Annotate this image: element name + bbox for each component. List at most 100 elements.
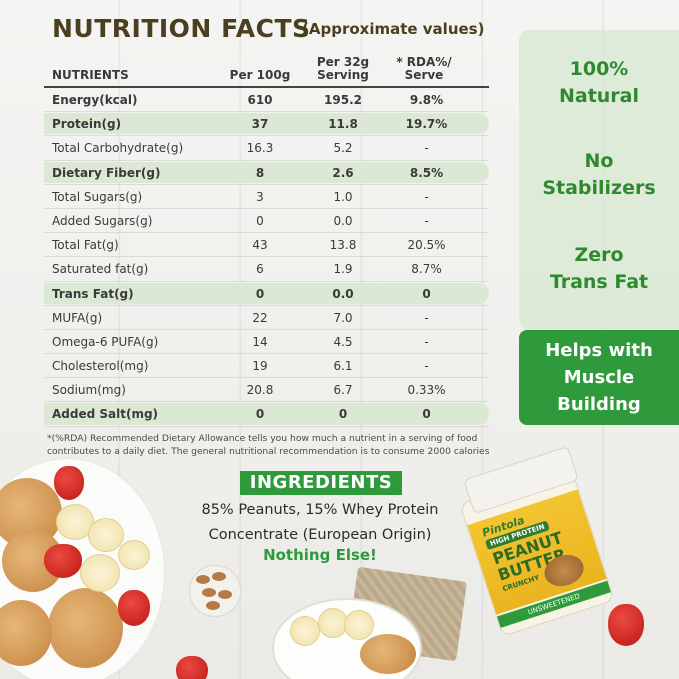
- banana-slice: [88, 518, 124, 552]
- column-header-nutrients: NUTRIENTS: [52, 68, 129, 82]
- per-100g-value: 16.3: [246, 141, 274, 156]
- column-header-per32g: Per 32g Serving: [303, 56, 383, 82]
- badge-natural-line1: 100%: [569, 58, 629, 80]
- nutrient-name: Energy(kcal): [52, 93, 138, 107]
- table-header: NUTRIENTS Per 100g Per 32g Serving * RDA…: [44, 52, 489, 88]
- rda-value: 8.5%: [409, 165, 444, 180]
- ingredients-text: 85% Peanuts, 15% Whey Protein Concentrat…: [160, 498, 480, 548]
- nutrient-name: Omega-6 PUFA(g): [52, 334, 159, 349]
- table-row: Trans Fat(g) 0 0.0 0: [44, 282, 489, 306]
- per-serving-value: 13.8: [329, 238, 357, 253]
- per-100g-value: 0: [255, 407, 265, 422]
- nutrient-name: Added Sugars(g): [52, 213, 153, 228]
- per-100g-value: 14: [252, 334, 268, 349]
- per-serving-value: 1.9: [333, 262, 353, 277]
- table-row: Saturated fat(g) 6 1.9 8.7%: [44, 257, 489, 282]
- badge-natural: 100% Natural: [519, 56, 679, 110]
- nutrient-name: Total Sugars(g): [52, 189, 143, 204]
- almond: [218, 590, 232, 599]
- column-header-per32g-line2: Serving: [317, 68, 369, 82]
- badge-muscle-line3: Building: [557, 394, 641, 415]
- strawberry: [608, 604, 644, 646]
- per-100g-value: 37: [251, 117, 269, 132]
- badge-transfat-line1: Zero: [574, 244, 624, 266]
- table-row: Cholesterol(mg) 19 6.1 -: [44, 354, 489, 379]
- per-serving-value: 0: [338, 407, 348, 422]
- per-serving-value: 195.2: [324, 93, 362, 107]
- per-serving-value: 4.5: [333, 334, 353, 349]
- per-100g-value: 0: [256, 213, 264, 228]
- page-title: NUTRITION FACTS: [52, 14, 311, 43]
- per-serving-value: 7.0: [333, 310, 353, 325]
- peanut-butter-jar: Pintola HIGH PROTEIN PEANUT BUTTER CRUNC…: [459, 445, 634, 637]
- nutrient-name: Sodium(mg): [52, 383, 126, 398]
- rda-value: 8.7%: [411, 262, 442, 277]
- rda-value: 0.33%: [407, 383, 446, 398]
- rda-value: -: [424, 141, 429, 156]
- nutrient-name: MUFA(g): [52, 310, 103, 325]
- badge-stabilizers-line2: Stabilizers: [542, 177, 656, 199]
- pancake: [0, 600, 52, 666]
- column-header-per100g: Per 100g: [229, 68, 291, 82]
- rda-value: -: [424, 359, 429, 374]
- per-serving-value: 6.1: [333, 359, 353, 374]
- nutrient-name: Cholesterol(mg): [52, 359, 149, 374]
- per-serving-value: 1.0: [333, 189, 353, 204]
- per-serving-value: 11.8: [328, 117, 358, 132]
- banana-slice: [56, 504, 94, 540]
- per-100g-value: 8: [255, 165, 265, 180]
- table-row: Total Fat(g) 43 13.8 20.5%: [44, 233, 489, 258]
- rda-value: 19.7%: [405, 117, 448, 132]
- badge-muscle-line2: Muscle: [563, 367, 635, 388]
- ingredients-line1: 85% Peanuts, 15% Whey Protein: [201, 502, 439, 518]
- strawberry: [118, 590, 150, 626]
- per-serving-value: 0.0: [333, 213, 353, 228]
- banana-slice: [344, 610, 374, 640]
- page-subtitle: (Approximate values): [302, 20, 485, 38]
- strawberry: [176, 656, 208, 679]
- per-100g-value: 20.8: [246, 383, 274, 398]
- rda-value: -: [424, 213, 429, 228]
- per-100g-value: 19: [252, 359, 268, 374]
- column-header-per32g-line1: Per 32g: [316, 55, 370, 69]
- nutrient-name: Total Carbohydrate(g): [52, 141, 184, 156]
- almond: [212, 572, 226, 581]
- footnote-line2: contributes to a daily diet. The general…: [47, 446, 490, 470]
- per-100g-value: 6: [256, 262, 264, 277]
- nutrient-name: Dietary Fiber(g): [52, 165, 161, 180]
- badge-zero-trans-fat: Zero Trans Fat: [519, 242, 679, 296]
- per-serving-value: 2.6: [332, 165, 354, 180]
- table-row: Total Carbohydrate(g) 16.3 5.2 -: [44, 136, 489, 161]
- nutrition-table: NUTRIENTS Per 100g Per 32g Serving * RDA…: [44, 52, 489, 427]
- per-100g-value: 3: [256, 189, 264, 204]
- rda-value: 0: [422, 407, 431, 422]
- banana-slice: [290, 616, 320, 646]
- table-row: Total Sugars(g) 3 1.0 -: [44, 185, 489, 209]
- table-row: MUFA(g) 22 7.0 -: [44, 306, 489, 330]
- table-row: Added Sugars(g) 0 0.0 -: [44, 209, 489, 234]
- strawberry: [54, 466, 84, 500]
- ingredients-title: INGREDIENTS: [240, 471, 402, 495]
- table-row: Sodium(mg) 20.8 6.7 0.33%: [44, 378, 489, 403]
- almond: [196, 575, 210, 584]
- badge-transfat-line2: Trans Fat: [549, 271, 649, 293]
- rda-value: -: [424, 310, 429, 325]
- nutrient-name: Total Fat(g): [52, 238, 119, 253]
- ingredients-tagline: Nothing Else!: [263, 546, 377, 564]
- badge-panel: [519, 30, 679, 330]
- rda-value: 9.8%: [409, 93, 444, 107]
- per-100g-value: 22: [252, 310, 268, 325]
- ingredients-line2: Concentrate (European Origin): [208, 527, 432, 543]
- badge-muscle-building: Helps with Muscle Building: [519, 330, 679, 425]
- badge-natural-line2: Natural: [558, 85, 640, 107]
- badge-muscle-line1: Helps with: [545, 340, 653, 361]
- rda-value: -: [424, 189, 429, 204]
- rda-value: 20.5%: [407, 238, 446, 253]
- banana-slice: [80, 554, 120, 592]
- nutrient-name: Trans Fat(g): [52, 286, 134, 301]
- badge-no-stabilizers: No Stabilizers: [519, 148, 679, 202]
- almond: [202, 588, 216, 597]
- nutrient-name: Saturated fat(g): [52, 262, 149, 277]
- table-row: Dietary Fiber(g) 8 2.6 8.5%: [44, 161, 489, 185]
- per-100g-value: 610: [247, 93, 273, 107]
